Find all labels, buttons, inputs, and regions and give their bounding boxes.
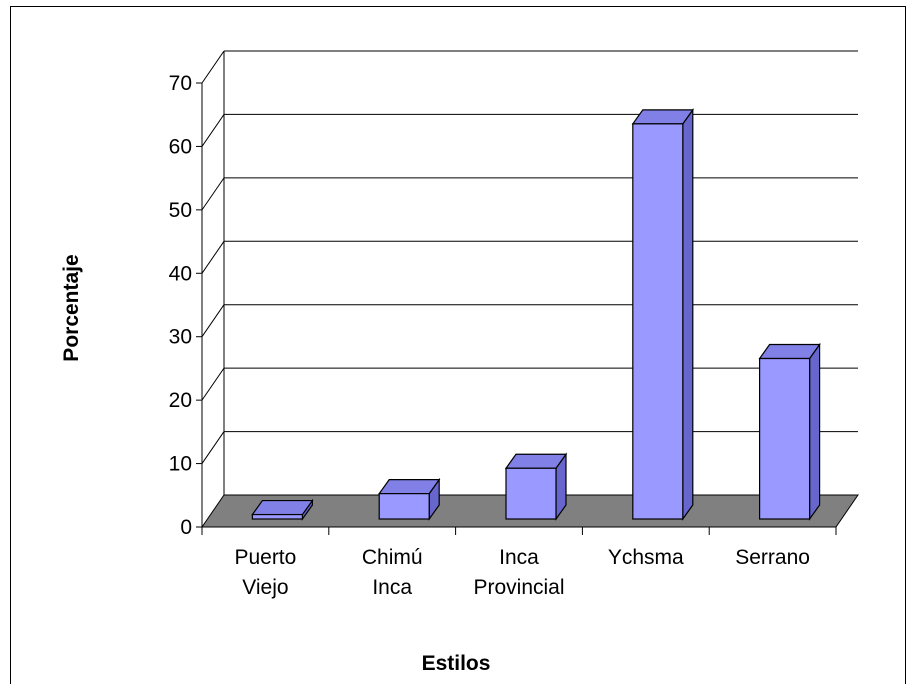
bar-top bbox=[378, 479, 441, 495]
bar-front bbox=[758, 357, 811, 520]
bar bbox=[378, 477, 441, 521]
bar bbox=[504, 452, 568, 521]
x-axis-labels: Puerto Viejo Chimú Inca Inca Provincial Ychsma… bbox=[201, 527, 837, 599]
side-gridline bbox=[201, 114, 225, 147]
y-tick-label: 30 bbox=[169, 326, 192, 349]
bar-front bbox=[505, 467, 557, 520]
side-gridline bbox=[201, 367, 225, 401]
bar-top bbox=[758, 343, 821, 360]
bar bbox=[251, 498, 314, 521]
bar-front bbox=[251, 513, 303, 520]
y-tick-label: 20 bbox=[169, 389, 192, 412]
bar-top bbox=[251, 499, 314, 516]
side-gridline bbox=[201, 177, 225, 211]
bars bbox=[251, 107, 821, 521]
bar-side bbox=[682, 107, 694, 521]
x-tick-label: Inca Provincial bbox=[473, 546, 564, 599]
side-gridline bbox=[201, 241, 225, 274]
x-tick-label: Ychsma bbox=[608, 546, 684, 569]
y-tick-label: 70 bbox=[169, 72, 192, 95]
side-gridline bbox=[201, 431, 225, 464]
y-axis-title: Porcentaje bbox=[60, 254, 83, 361]
bar-top bbox=[631, 109, 694, 125]
x-tick-label: Serrano bbox=[735, 546, 810, 569]
y-tick-label: 50 bbox=[169, 199, 192, 222]
bar bbox=[631, 107, 694, 521]
x-tick-label: Puerto Viejo bbox=[234, 546, 296, 599]
bar-front bbox=[378, 493, 430, 520]
chart-frame bbox=[10, 6, 906, 684]
bar bbox=[758, 342, 821, 521]
y-axis-ticks: 0 10 20 30 40 50 60 70 bbox=[169, 72, 202, 539]
y-tick-label: 60 bbox=[169, 135, 192, 158]
bar-front bbox=[632, 123, 684, 520]
gridlines bbox=[201, 50, 858, 464]
bar-top bbox=[504, 453, 568, 469]
y-tick-label: 0 bbox=[180, 516, 192, 539]
side-gridline bbox=[201, 304, 225, 337]
x-tick-label: Chimú Inca bbox=[362, 546, 423, 599]
x-axis-title: Estilos bbox=[422, 652, 491, 675]
y-tick-label: 10 bbox=[169, 453, 192, 476]
bar-side bbox=[808, 342, 821, 521]
y-tick-label: 40 bbox=[169, 262, 192, 285]
side-gridline bbox=[201, 50, 225, 84]
